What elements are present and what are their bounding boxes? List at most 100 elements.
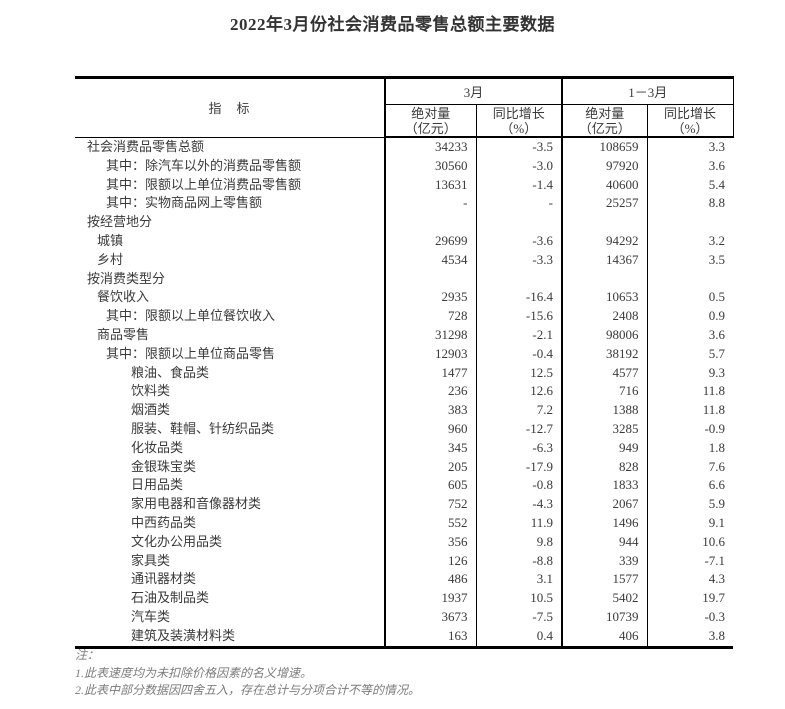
- table-row: 石油及制品类 1937 10.5 5402 19.7: [75, 589, 733, 608]
- indicator-label: 石油及制品类: [75, 589, 386, 608]
- footnote-2: 2.此表中部分数据因四舍五入，存在总计与分项合计不等的情况。: [75, 683, 421, 697]
- indicator-label: 其中：除汽车以外的消费品零售额: [75, 156, 386, 176]
- march-absolute-header-line2: （亿元）: [404, 120, 457, 136]
- q1-yoy-value: 3.5: [708, 251, 726, 267]
- q1-absolute-value: 5402: [562, 589, 648, 608]
- table-row: 中西药品类 552 11.9 1496 9.1: [75, 513, 733, 533]
- table-row: 商品零售 31298 -2.1 98006 3.6: [75, 325, 733, 345]
- march-absolute-value: 1477: [385, 363, 477, 383]
- header-sub-row: 绝对量 （亿元） 同比增长 （%） 绝对量 （亿元） 同比增长 （%）: [75, 104, 734, 138]
- table-row: 家用电器和音像器材类 752 -4.3 2067 5.9: [75, 495, 733, 514]
- march-yoy-value: -0.8: [476, 476, 564, 496]
- page-title: 2022年3月份社会消费品零售总额主要数据: [230, 15, 555, 34]
- q1-absolute-value: 4577: [562, 363, 648, 383]
- march-yoy-value: -7.5: [476, 607, 564, 627]
- table-row: 城镇 29699 -3.6 94292 3.2: [75, 231, 733, 251]
- table-row: 日用品类 605 -0.8 1833 6.6: [75, 476, 733, 496]
- march-absolute-value: 605: [385, 476, 477, 496]
- table-row: 按经营地分: [75, 213, 733, 232]
- indicator-label: 按经营地分: [75, 213, 386, 232]
- march-yoy-value: -8.8: [476, 551, 564, 571]
- indicator-label: 通讯器材类: [75, 570, 386, 590]
- march-yoy-value: -3.6: [476, 231, 564, 251]
- table-row: 粮油、食品类 1477 12.5 4577 9.3: [75, 363, 733, 383]
- indicator-label: 金银珠宝类: [75, 457, 386, 477]
- q1-absolute-value: 406: [562, 626, 648, 648]
- table-row: 建筑及装潢材料类 163 0.4 406 3.8: [75, 626, 733, 648]
- q1-absolute-value: 14367: [562, 250, 648, 270]
- march-yoy-value: -3.3: [476, 250, 564, 270]
- q1-yoy-header-line2: （%）: [671, 120, 709, 136]
- indicator-label: 日用品类: [75, 476, 386, 496]
- march-yoy-value: -3.0: [476, 156, 564, 176]
- q1-yoy-value: 5.7: [708, 345, 726, 361]
- table-row: 乡村 4534 -3.3 14367 3.5: [75, 250, 733, 270]
- q1-yoy-header-line1: 同比增长: [664, 105, 717, 121]
- q1-absolute-value: 944: [562, 532, 648, 552]
- q1-absolute-value: 98006: [562, 325, 648, 345]
- q1-absolute-value: 1496: [562, 513, 648, 533]
- q1-yoy-value: 0.5: [708, 289, 726, 305]
- march-absolute-value: 205: [385, 457, 477, 477]
- march-absolute-header: 绝对量 （亿元）: [385, 104, 477, 138]
- table-row: 金银珠宝类 205 -17.9 828 7.6: [75, 457, 733, 477]
- q1-yoy-value: -0.9: [704, 420, 726, 436]
- march-absolute-value: 126: [385, 551, 477, 571]
- q1-absolute-header-line1: 绝对量: [585, 105, 625, 121]
- indicator-label: 按消费类型分: [75, 269, 386, 289]
- march-absolute-value: 345: [385, 438, 477, 458]
- table-row: 其中：限额以上单位消费品零售额 13631 -1.4 40600 5.4: [75, 175, 733, 195]
- indicator-label: 饮料类: [75, 382, 386, 402]
- march-absolute-value: [385, 269, 477, 289]
- table-row: 社会消费品零售总额 34233 -3.5 108659 3.3: [75, 137, 733, 157]
- q1-absolute-value: 25257: [562, 194, 648, 214]
- q1-absolute-value: 38192: [562, 344, 648, 364]
- march-absolute-value: 236: [385, 382, 477, 402]
- indicator-label: 社会消费品零售总额: [75, 137, 386, 157]
- table-body: 社会消费品零售总额 34233 -3.5 108659 3.3 其中：除汽车以外的消费品零…: [75, 137, 733, 648]
- indicator-label: 汽车类: [75, 607, 386, 627]
- march-yoy-value: 0.4: [476, 626, 564, 648]
- q1-absolute-value: 828: [562, 457, 648, 477]
- q1-absolute-value: 949: [562, 438, 648, 458]
- indicator-label: 建筑及装潢材料类: [75, 626, 386, 648]
- footnote-1: 1.此表速度均为未扣除价格因素的名义增速。: [75, 665, 313, 680]
- march-yoy-value: 11.9: [476, 513, 564, 533]
- table-row: 服装、鞋帽、针纺织品类 960 -12.7 3285 -0.9: [75, 419, 733, 439]
- table-row: 按消费类型分: [75, 269, 733, 289]
- q1-absolute-value: 1388: [562, 401, 648, 420]
- retail-sales-table: 指 标 3月 1－3月 绝对量 （亿元） 同比增长 （%） 绝对量 （亿元）: [75, 76, 734, 649]
- q1-absolute-value: 108659: [562, 137, 648, 157]
- q1-yoy-value: 19.7: [702, 590, 726, 606]
- q1-yoy-value: 9.1: [708, 514, 726, 530]
- q1-yoy-value: 7.6: [708, 458, 726, 474]
- table-row: 其中：限额以上单位商品零售 12903 -0.4 38192 5.7: [75, 344, 733, 364]
- march-yoy-value: -3.5: [476, 137, 564, 157]
- table-row: 汽车类 3673 -7.5 10739 -0.3: [75, 607, 733, 627]
- q1-absolute-value: 716: [562, 382, 648, 402]
- march-yoy-value: 12.5: [476, 363, 564, 383]
- indicator-label: 粮油、食品类: [75, 363, 386, 383]
- march-absolute-value: [385, 213, 477, 232]
- march-yoy-header-line2: （%）: [500, 120, 538, 136]
- indicator-label: 其中：限额以上单位餐饮收入: [75, 307, 386, 326]
- footnotes: 注： 1.此表速度均为未扣除价格因素的名义增速。 2.此表中部分数据因四舍五入，…: [75, 647, 420, 700]
- q1-absolute-value: 40600: [562, 175, 648, 195]
- march-yoy-header-line1: 同比增长: [492, 105, 545, 121]
- march-yoy-value: -: [476, 194, 564, 214]
- q1-absolute-value: 339: [562, 551, 648, 571]
- q1-absolute-value: [562, 213, 648, 232]
- march-absolute-value: 728: [385, 307, 477, 326]
- table-row: 其中：限额以上单位餐饮收入 728 -15.6 2408 0.9: [75, 307, 733, 326]
- q1-yoy-value: 6.6: [708, 477, 726, 493]
- table-row: 餐饮收入 2935 -16.4 10653 0.5: [75, 288, 733, 308]
- q1-absolute-value: 2067: [562, 495, 648, 514]
- q1-yoy-value: 5.4: [708, 176, 726, 192]
- march-absolute-value: 12903: [385, 344, 477, 364]
- march-absolute-header-line1: 绝对量: [411, 105, 451, 121]
- march-absolute-value: 4534: [385, 250, 477, 270]
- q1-absolute-header: 绝对量 （亿元）: [562, 104, 648, 138]
- table-row: 通讯器材类 486 3.1 1577 4.3: [75, 570, 733, 590]
- table-row: 文化办公用品类 356 9.8 944 10.6: [75, 532, 733, 552]
- q1-yoy-value: [647, 270, 733, 289]
